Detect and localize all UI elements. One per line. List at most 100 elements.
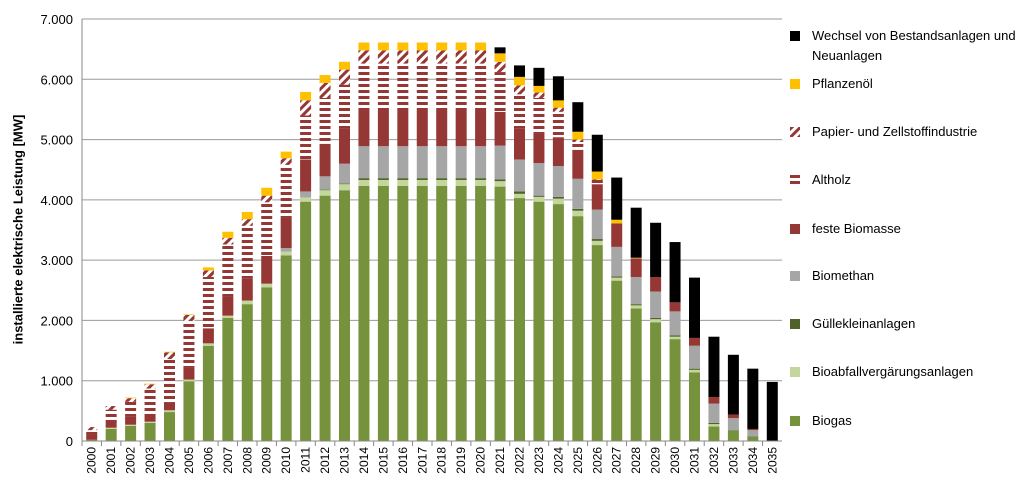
bar-segment [630, 304, 642, 306]
bar-segment [358, 178, 370, 180]
bar-segment [494, 179, 506, 182]
bar-segment [747, 436, 759, 441]
bar-segment [455, 146, 467, 179]
legend-swatch-papier [790, 127, 800, 137]
x-tick-label: 2022 [513, 447, 527, 474]
x-tick-label: 2000 [85, 447, 99, 474]
bar-segment [319, 97, 331, 144]
bar-segment [86, 430, 98, 435]
bar-segment [144, 388, 156, 414]
bar-segment [708, 336, 720, 397]
bar-segment [611, 246, 623, 277]
bar-segment [689, 368, 700, 370]
x-tick-label: 2034 [746, 447, 760, 474]
bar-segment [494, 181, 506, 187]
bar-segment [475, 42, 487, 51]
bar-segment [591, 179, 603, 180]
bar-segment [630, 277, 642, 305]
bar-segment [591, 239, 603, 241]
x-tick-label: 2029 [649, 447, 663, 474]
bar-segment [669, 302, 681, 312]
bar-segment [552, 76, 564, 101]
bar-segment [397, 110, 409, 147]
bar-segment [358, 146, 370, 179]
bar-segment [552, 196, 564, 199]
bar-segment [552, 204, 564, 441]
legend-label-pflanzenoel: Pflanzenöl [812, 76, 873, 91]
bar-segment [650, 277, 662, 292]
bar-segment [552, 198, 564, 205]
bar-segment [455, 50, 467, 64]
bar-segment [533, 163, 545, 196]
legend-label-guelle: Güllekleinanlagen [812, 316, 916, 331]
x-tick-label: 2011 [299, 447, 313, 473]
x-tick-label: 2020 [474, 447, 488, 474]
y-tick-label: 2.000 [40, 313, 73, 328]
bar-segment [241, 278, 253, 301]
x-tick-label: 2010 [279, 447, 293, 474]
bar-segment [591, 240, 603, 246]
bar-segment [436, 63, 448, 111]
bar-segment [280, 255, 292, 441]
bar-segment [319, 195, 331, 441]
bar-segment [222, 315, 234, 319]
bar-segment [455, 110, 467, 147]
bar-segment [377, 178, 389, 180]
bar-segment [494, 53, 506, 62]
bar-segment [202, 345, 214, 441]
bar-segment [630, 305, 642, 309]
bar-segment [397, 185, 409, 441]
bar-segment [630, 257, 642, 259]
bar-segment [222, 244, 234, 297]
bar-segment [319, 190, 331, 196]
bar-segment [86, 439, 98, 441]
bar-segment [455, 179, 467, 186]
legend-label-wechsel-line1: Wechsel von Bestandsanlagen und [812, 28, 1016, 43]
bar-segment [475, 110, 487, 147]
bar-segment [358, 42, 370, 51]
bar-segment [183, 379, 195, 382]
bar-segment [552, 111, 564, 138]
bar-segment [125, 398, 137, 402]
bar-segment [572, 210, 584, 217]
bar-segment [494, 186, 506, 441]
bar-segment [339, 183, 350, 185]
bar-segment [572, 102, 584, 132]
bar-segment [339, 163, 350, 184]
x-tick-label: 2009 [260, 447, 274, 474]
bar-segment [727, 430, 739, 431]
bar-segment [339, 84, 350, 129]
bar-segment [533, 92, 545, 98]
x-tick-label: 2030 [668, 447, 682, 474]
bar-segment [533, 97, 545, 134]
bar-segment [727, 418, 739, 431]
bar-segment [572, 208, 584, 211]
bar-segment [494, 47, 506, 54]
bar-segment [416, 63, 428, 111]
bar-segment [611, 280, 623, 441]
bar-segment [358, 63, 370, 111]
bar-segment [86, 434, 98, 440]
bar-segment [377, 146, 389, 179]
bar-segment [105, 409, 117, 420]
bar-segment [436, 110, 448, 147]
bar-segment [533, 67, 545, 86]
x-tick-label: 2004 [163, 447, 177, 474]
bar-segment [436, 185, 448, 441]
legend-label-biogas: Biogas [812, 413, 852, 428]
x-tick-label: 2024 [551, 447, 565, 474]
y-tick-label: 0 [66, 434, 73, 449]
x-tick-label: 2019 [454, 447, 468, 474]
bar-segment [514, 159, 525, 192]
x-tick-label: 2021 [493, 447, 507, 474]
bar-segment [436, 42, 448, 51]
bar-segment [319, 75, 331, 83]
x-axis: 2000 2001 2002 2003 2004 2005 2006 2007 2008 2009… [81, 19, 782, 474]
x-tick-label: 2027 [610, 447, 624, 474]
bar-segment [708, 396, 720, 404]
x-tick-label: 2028 [629, 447, 643, 474]
bar-segment [183, 315, 195, 322]
bar-segment [202, 277, 214, 329]
bar-segment [436, 146, 448, 179]
bar-segment [377, 63, 389, 111]
